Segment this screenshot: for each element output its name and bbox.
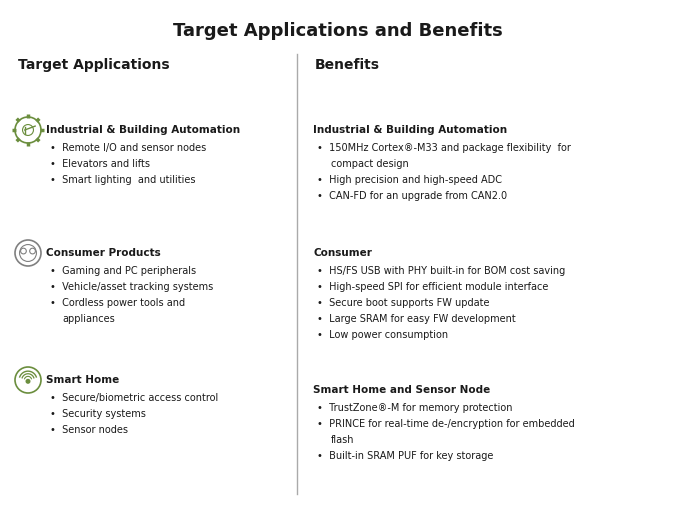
Text: •  Cordless power tools and: • Cordless power tools and	[50, 297, 185, 308]
Text: Industrial & Building Automation: Industrial & Building Automation	[46, 125, 240, 135]
Text: •  Security systems: • Security systems	[50, 408, 146, 418]
Text: •  Built-in SRAM PUF for key storage: • Built-in SRAM PUF for key storage	[317, 450, 493, 460]
Text: •  150MHz Cortex®-M33 and package flexibility  for: • 150MHz Cortex®-M33 and package flexibi…	[317, 143, 571, 153]
Text: •  CAN-FD for an upgrade from CAN2.0: • CAN-FD for an upgrade from CAN2.0	[317, 190, 507, 200]
Text: appliances: appliances	[62, 314, 115, 323]
Text: Target Applications and Benefits: Target Applications and Benefits	[173, 22, 502, 40]
Text: •  HS/FS USB with PHY built-in for BOM cost saving: • HS/FS USB with PHY built-in for BOM co…	[317, 266, 565, 275]
Text: •  Elevators and lifts: • Elevators and lifts	[50, 159, 150, 169]
Text: Consumer Products: Consumer Products	[46, 247, 161, 258]
Text: •  Secure boot supports FW update: • Secure boot supports FW update	[317, 297, 489, 308]
Text: •  Sensor nodes: • Sensor nodes	[50, 424, 128, 434]
Text: •  High-speed SPI for efficient module interface: • High-speed SPI for efficient module in…	[317, 281, 548, 291]
Text: Target Applications: Target Applications	[18, 58, 169, 72]
Text: Consumer: Consumer	[313, 247, 372, 258]
Text: •  Vehicle/asset tracking systems: • Vehicle/asset tracking systems	[50, 281, 213, 291]
Text: Benefits: Benefits	[315, 58, 380, 72]
Text: Smart Home and Sensor Node: Smart Home and Sensor Node	[313, 384, 490, 394]
Circle shape	[26, 380, 30, 383]
Text: •  Low power consumption: • Low power consumption	[317, 329, 448, 339]
Text: flash: flash	[331, 434, 354, 444]
Text: compact design: compact design	[331, 159, 409, 169]
Text: •  Large SRAM for easy FW development: • Large SRAM for easy FW development	[317, 314, 516, 323]
Text: Smart Home: Smart Home	[46, 374, 119, 384]
Text: •  Smart lighting  and utilities: • Smart lighting and utilities	[50, 175, 196, 185]
Text: Industrial & Building Automation: Industrial & Building Automation	[313, 125, 507, 135]
Text: •  High precision and high-speed ADC: • High precision and high-speed ADC	[317, 175, 502, 185]
Text: •  Remote I/O and sensor nodes: • Remote I/O and sensor nodes	[50, 143, 207, 153]
Text: •  Secure/biometric access control: • Secure/biometric access control	[50, 392, 218, 402]
Text: •  TrustZone®-M for memory protection: • TrustZone®-M for memory protection	[317, 402, 512, 412]
Text: •  PRINCE for real-time de-/encryption for embedded: • PRINCE for real-time de-/encryption fo…	[317, 418, 574, 428]
Text: •  Gaming and PC peripherals: • Gaming and PC peripherals	[50, 266, 196, 275]
